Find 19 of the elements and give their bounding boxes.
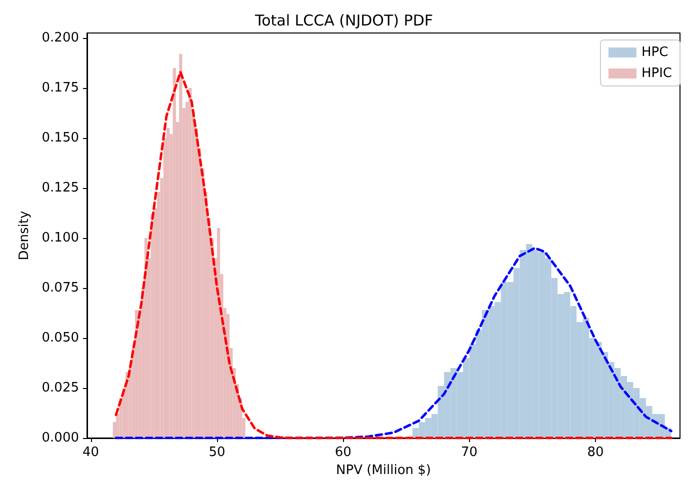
- y-tick-label: 0.000: [42, 430, 79, 446]
- x-tick-label: 70: [461, 445, 478, 460]
- x-tick-label: 60: [334, 445, 352, 460]
- y-tick-label: 0.150: [42, 130, 79, 146]
- y-tick-label: 0.050: [42, 330, 79, 346]
- y-tick-label: 0.175: [42, 80, 79, 96]
- x-tick-label: 80: [587, 445, 604, 460]
- y-tick-label: 0.025: [42, 380, 79, 396]
- y-tick-label: 0.075: [42, 280, 79, 296]
- legend-label: HPIC: [641, 66, 672, 81]
- x-tick-label: 40: [82, 445, 100, 460]
- legend-label: HPC: [641, 45, 668, 60]
- y-axis-title: Density: [16, 210, 32, 260]
- x-axis-title: NPV (Million $): [336, 463, 431, 478]
- y-tick-label: 0.100: [42, 230, 79, 246]
- y-tick-label: 0.200: [42, 30, 79, 46]
- y-tick-label: 0.125: [42, 180, 79, 196]
- x-tick-label: 50: [208, 445, 226, 460]
- chart-title: Total LCCA (NJDOT) PDF: [254, 12, 433, 30]
